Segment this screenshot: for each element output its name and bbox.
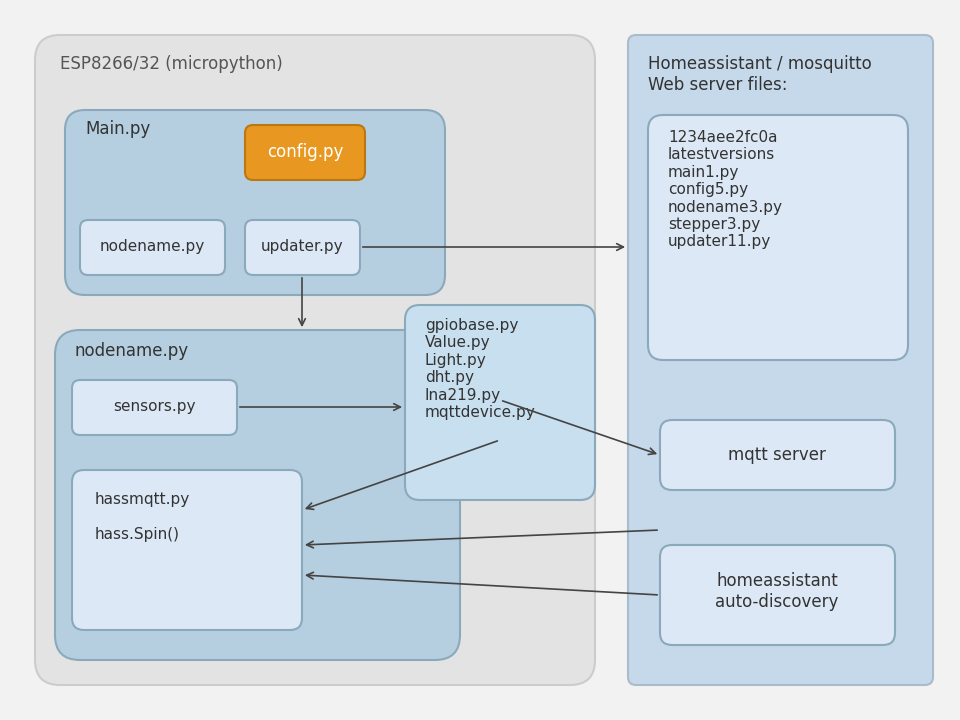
FancyBboxPatch shape: [72, 380, 237, 435]
Text: updater.py: updater.py: [261, 240, 344, 254]
Text: sensors.py: sensors.py: [112, 400, 195, 415]
FancyBboxPatch shape: [245, 125, 365, 180]
FancyBboxPatch shape: [648, 115, 908, 360]
FancyBboxPatch shape: [245, 220, 360, 275]
Text: mqtt server: mqtt server: [728, 446, 826, 464]
FancyBboxPatch shape: [72, 470, 302, 630]
FancyBboxPatch shape: [35, 35, 595, 685]
Text: homeassistant
auto-discovery: homeassistant auto-discovery: [715, 572, 839, 611]
Text: ESP8266/32 (micropython): ESP8266/32 (micropython): [60, 55, 283, 73]
FancyBboxPatch shape: [80, 220, 225, 275]
Text: hassmqtt.py

hass.Spin(): hassmqtt.py hass.Spin(): [95, 492, 190, 541]
Text: nodename.py: nodename.py: [100, 240, 204, 254]
Text: 1234aee2fc0a
latestversions
main1.py
config5.py
nodename3.py
stepper3.py
updater: 1234aee2fc0a latestversions main1.py con…: [668, 130, 783, 249]
FancyBboxPatch shape: [660, 545, 895, 645]
Text: nodename.py: nodename.py: [75, 342, 189, 360]
Text: gpiobase.py
Value.py
Light.py
dht.py
Ina219.py
mqttdevice.py: gpiobase.py Value.py Light.py dht.py Ina…: [425, 318, 536, 420]
Text: Homeassistant / mosquitto
Web server files:: Homeassistant / mosquitto Web server fil…: [648, 55, 872, 94]
Text: Main.py: Main.py: [85, 120, 151, 138]
FancyBboxPatch shape: [55, 330, 460, 660]
FancyBboxPatch shape: [405, 305, 595, 500]
FancyBboxPatch shape: [660, 420, 895, 490]
FancyBboxPatch shape: [628, 35, 933, 685]
FancyBboxPatch shape: [65, 110, 445, 295]
Text: config.py: config.py: [267, 143, 343, 161]
